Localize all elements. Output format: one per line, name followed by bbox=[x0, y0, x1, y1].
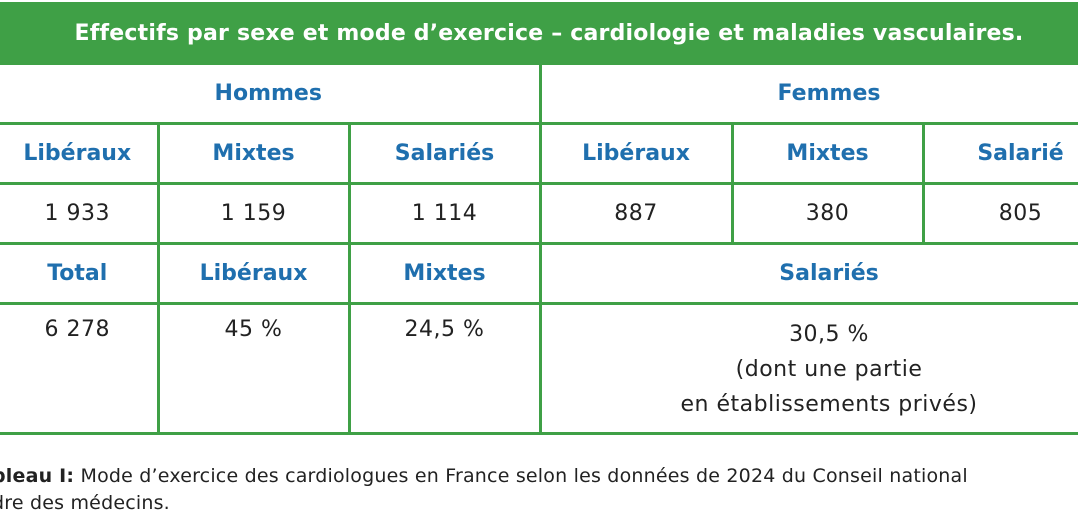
header-total-mixtes: Mixtes bbox=[347, 241, 542, 305]
cell-femmes-salarie: 805 bbox=[921, 181, 1078, 245]
table-caption: bleau I: Mode d’exercice des cardiologue… bbox=[0, 463, 1078, 516]
cell-total-liberaux: 45 % bbox=[156, 301, 351, 435]
cell-total-mixtes: 24,5 % bbox=[347, 301, 542, 435]
header-total-liberaux: Libéraux bbox=[156, 241, 351, 305]
staff-table: Hommes Femmes Libéraux Mixtes Salariés L… bbox=[0, 65, 1078, 435]
header-femmes-salarie: Salarié bbox=[921, 121, 1078, 185]
group-header-row: Hommes Femmes bbox=[0, 65, 1078, 125]
header-total-salaries: Salariés bbox=[538, 241, 1078, 305]
cell-femmes-mixtes: 380 bbox=[730, 181, 925, 245]
sub-header-row: Libéraux Mixtes Salariés Libéraux Mixtes… bbox=[0, 121, 1078, 185]
header-total: Total bbox=[0, 241, 160, 305]
header-femmes-mixtes: Mixtes bbox=[730, 121, 925, 185]
cell-femmes-liberaux: 887 bbox=[538, 181, 734, 245]
counts-row: 1 933 1 159 1 114 887 380 805 bbox=[0, 181, 1078, 245]
salaries-note-line1: (dont une partie bbox=[735, 356, 923, 382]
cell-total-salaries: 30,5 % (dont une partie en établissement… bbox=[538, 301, 1078, 435]
cell-hommes-salaries: 1 114 bbox=[347, 181, 542, 245]
header-hommes-liberaux: Libéraux bbox=[0, 121, 160, 185]
caption-line-2: dre des médecins. bbox=[0, 492, 170, 514]
totals-values-row: 6 278 45 % 24,5 % 30,5 % (dont une parti… bbox=[0, 301, 1078, 435]
group-header-hommes: Hommes bbox=[0, 65, 542, 125]
header-hommes-salaries: Salariés bbox=[347, 121, 542, 185]
cell-hommes-mixtes: 1 159 bbox=[156, 181, 351, 245]
table-title: Effectifs par sexe et mode d’exercice – … bbox=[0, 2, 1078, 65]
cell-total: 6 278 bbox=[0, 301, 160, 435]
caption-line-1: bleau I: Mode d’exercice des cardiologue… bbox=[0, 463, 1078, 490]
group-header-femmes: Femmes bbox=[538, 65, 1078, 125]
cell-hommes-liberaux: 1 933 bbox=[0, 181, 160, 245]
caption-lead: bleau I: bbox=[0, 465, 75, 487]
salaries-percent: 30,5 % bbox=[789, 321, 869, 347]
header-femmes-liberaux: Libéraux bbox=[538, 121, 734, 185]
caption-text-1: Mode d’exercice des cardiologues en Fran… bbox=[74, 465, 968, 487]
header-hommes-mixtes: Mixtes bbox=[156, 121, 351, 185]
totals-header-row: Total Libéraux Mixtes Salariés bbox=[0, 241, 1078, 305]
salaries-note-line2: en établissements privés) bbox=[680, 391, 978, 417]
